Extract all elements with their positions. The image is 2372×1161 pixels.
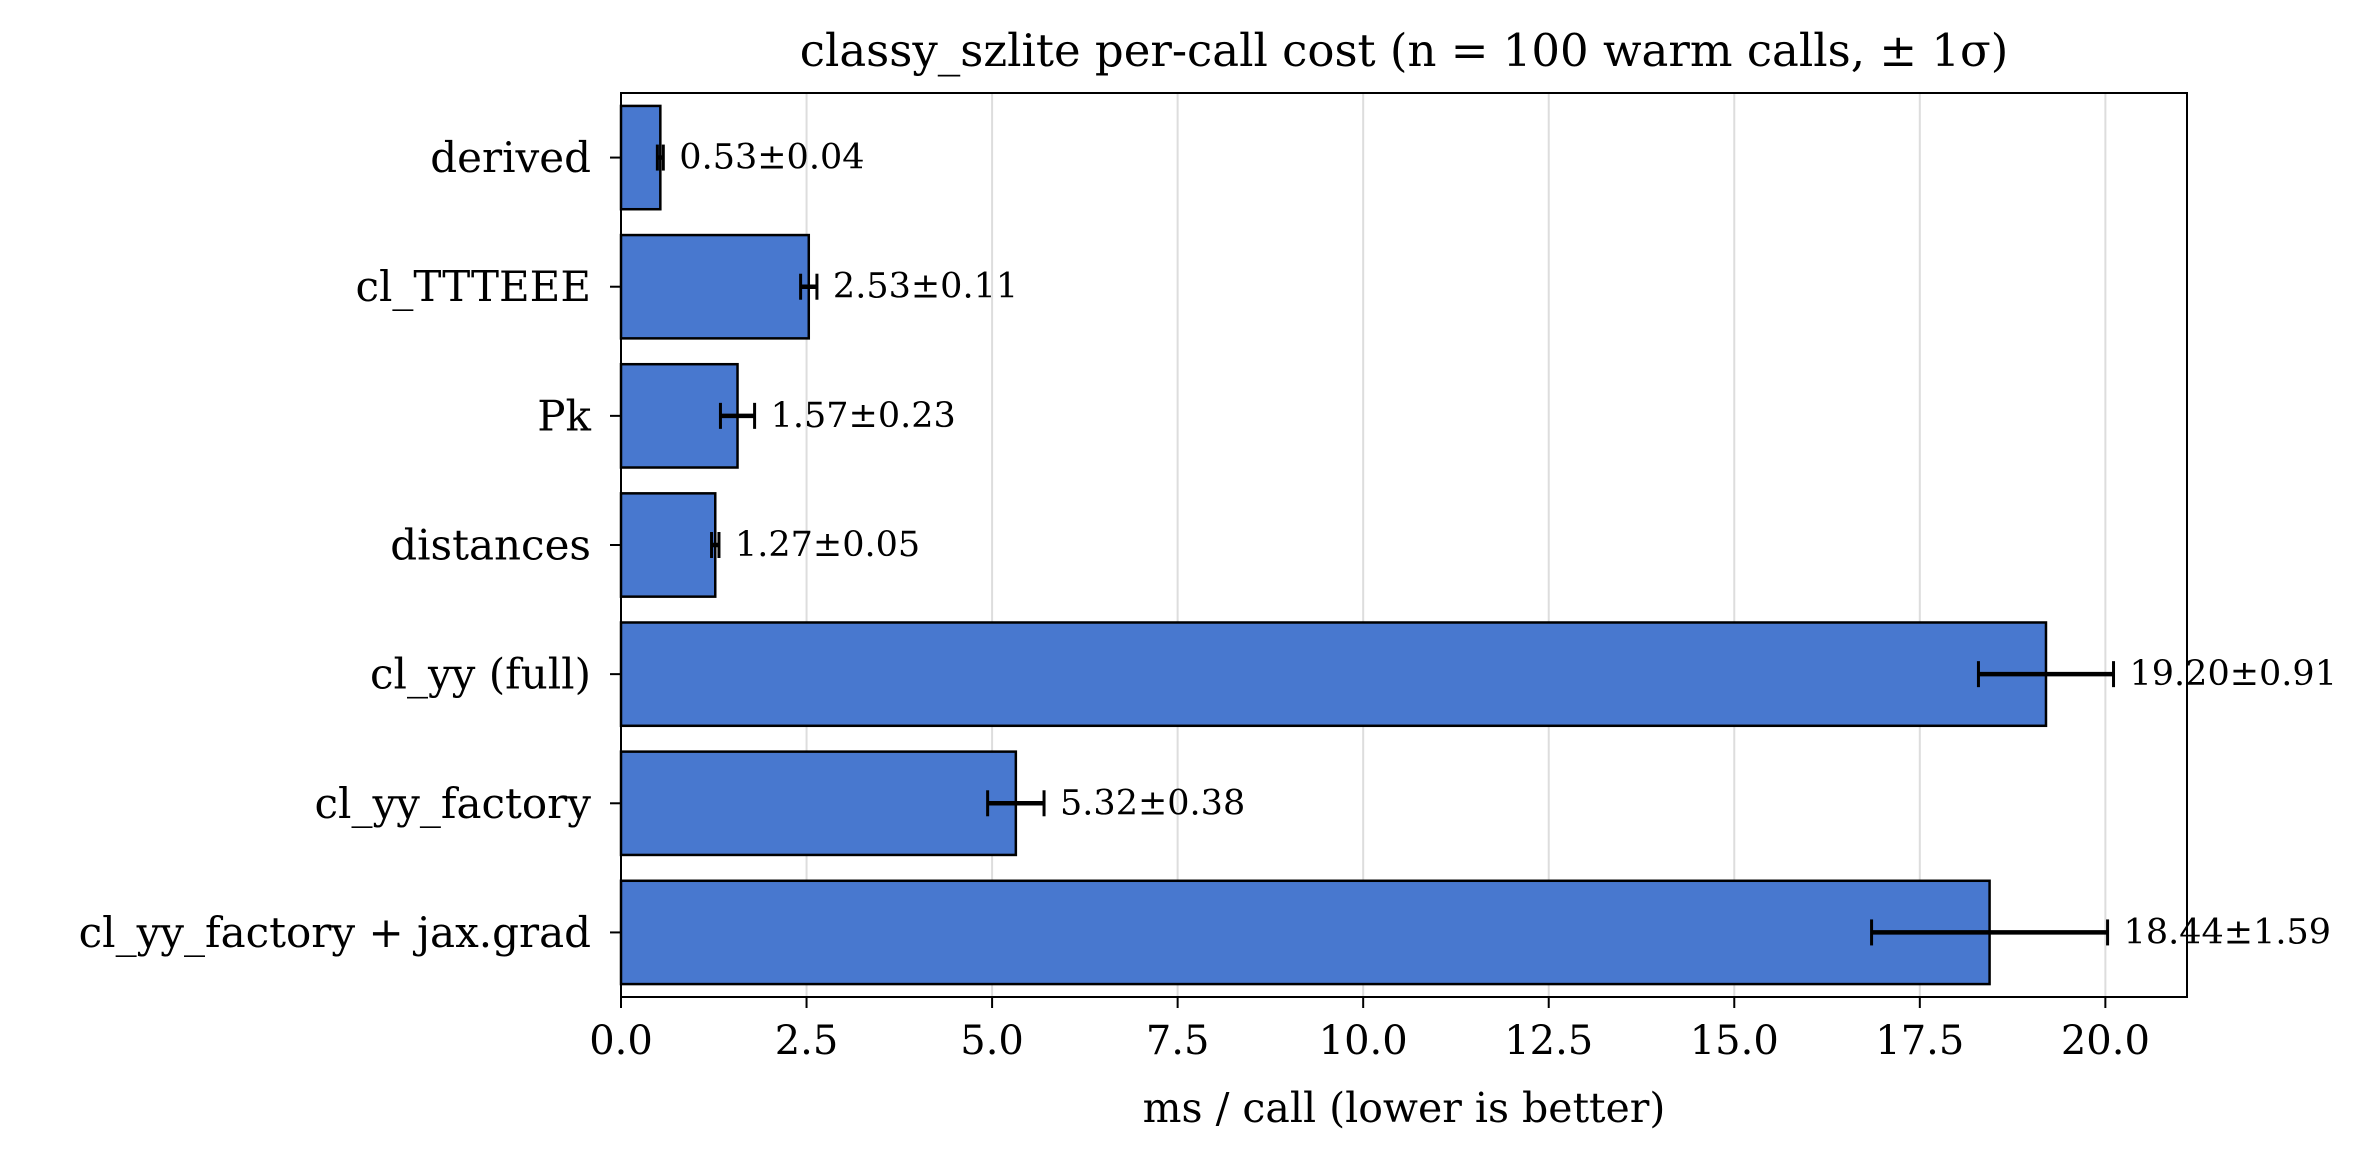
category-label: cl_yy (full) (370, 650, 591, 699)
error-bar (1870, 919, 2110, 946)
data-label: 19.20±0.91 (2130, 654, 2337, 694)
bars (619, 104, 2048, 986)
category-label: cl_TTTEEE (355, 262, 591, 311)
bar (619, 492, 717, 598)
error-bar (655, 144, 665, 171)
x-tick-label: 2.5 (775, 1018, 839, 1064)
data-label: 1.27±0.05 (735, 525, 920, 565)
x-tick-label: 10.0 (1319, 1018, 1408, 1064)
chart-title: classy_szlite per-call cost (n = 100 war… (800, 24, 2009, 77)
x-tick-label: 15.0 (1690, 1018, 1779, 1064)
category-label: distances (390, 521, 591, 570)
x-tick-label: 0.0 (589, 1018, 653, 1064)
x-tick-label: 7.5 (1146, 1018, 1210, 1064)
category-label: Pk (537, 391, 591, 440)
y-axis-ticks: derived cl_TTTEEE Pk distances cl_yy (full) c… (79, 133, 621, 957)
data-labels: 0.53±0.04 2.53±0.11 1.57±0.23 1.27±0.05 19.2… (679, 138, 2337, 953)
grid-lines (805, 93, 2107, 997)
bar (619, 621, 2048, 728)
bar (619, 233, 811, 340)
bar (619, 104, 662, 211)
x-tick-label: 12.5 (1504, 1018, 1593, 1064)
error-bar (1976, 661, 2116, 688)
x-axis-ticks: 0.0 2.5 5.0 7.5 10.0 12.5 15.0 17.5 20.0 (589, 997, 2150, 1064)
data-label: 0.53±0.04 (679, 138, 864, 178)
error-bar (799, 273, 819, 300)
error-bar (710, 532, 721, 558)
data-label: 1.57±0.23 (771, 396, 956, 436)
category-label: derived (430, 133, 591, 182)
x-axis-label: ms / call (lower is better) (1143, 1084, 1666, 1132)
data-label: 5.32±0.38 (1060, 783, 1245, 823)
error-bar (718, 402, 757, 429)
category-label: cl_yy_factory + jax.grad (79, 908, 591, 957)
error-bar (986, 790, 1046, 817)
data-label: 2.53±0.11 (833, 267, 1018, 307)
error-bars (655, 144, 2116, 946)
x-tick-label: 17.5 (1875, 1018, 1964, 1064)
x-tick-label: 5.0 (960, 1018, 1024, 1064)
bar (619, 750, 1018, 857)
x-tick-label: 20.0 (2061, 1018, 2150, 1064)
data-label: 18.44±1.59 (2124, 912, 2331, 952)
category-label: cl_yy_factory (315, 779, 592, 828)
bar (619, 879, 1991, 986)
